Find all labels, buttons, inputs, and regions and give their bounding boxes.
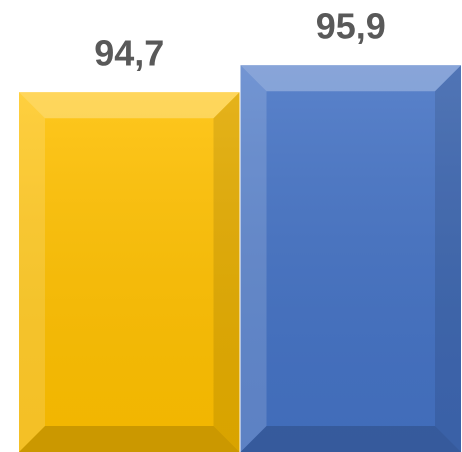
bevel	[19, 92, 45, 452]
bevel	[19, 426, 240, 452]
bevel	[213, 92, 240, 452]
bar-shine	[19, 92, 240, 452]
bevel	[19, 92, 240, 119]
bevel	[240, 65, 267, 452]
bevel	[240, 65, 461, 92]
bevel	[435, 65, 461, 452]
bar-shine	[240, 65, 461, 452]
data-label: 95,9	[316, 6, 386, 47]
data-label: 94,7	[94, 33, 164, 74]
bevel	[240, 426, 461, 452]
